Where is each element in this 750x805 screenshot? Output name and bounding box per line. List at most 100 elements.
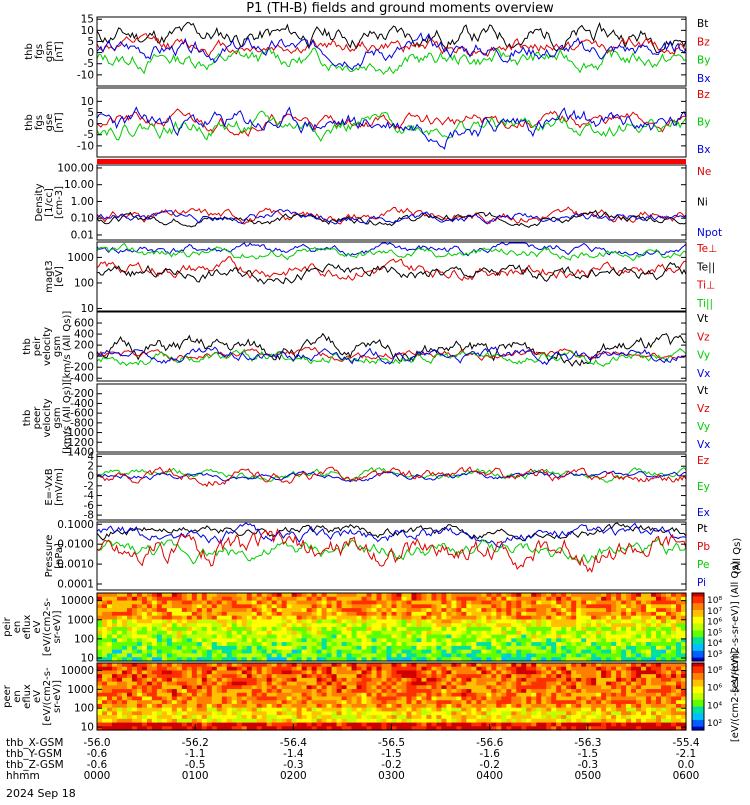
spectrogram-cell bbox=[206, 718, 213, 724]
spectrogram-cell bbox=[151, 619, 158, 624]
spectrogram-cell bbox=[271, 681, 278, 686]
spectrogram-cell bbox=[656, 692, 662, 698]
spectrogram-cell bbox=[311, 707, 318, 712]
spectrogram-cell bbox=[376, 681, 383, 686]
y-tick-label: 10.00 bbox=[64, 179, 94, 191]
spectrogram-cell bbox=[641, 703, 647, 709]
spectrogram-cell bbox=[311, 596, 318, 602]
spectrogram-cell bbox=[656, 653, 662, 658]
spectrogram-cell bbox=[521, 707, 527, 712]
spectrogram-cell bbox=[331, 670, 338, 675]
spectrogram-cell bbox=[406, 726, 413, 731]
spectrogram-cell bbox=[171, 657, 178, 662]
spectrogram-cell bbox=[611, 630, 617, 636]
spectrogram-cell bbox=[276, 703, 283, 709]
spectrogram-cell bbox=[526, 649, 532, 655]
legend-entry: By bbox=[697, 55, 710, 67]
spectrogram-cell bbox=[216, 657, 223, 662]
spectrogram-cell bbox=[116, 634, 123, 639]
spectrogram-cell bbox=[261, 600, 268, 605]
spectrogram-cell bbox=[161, 611, 168, 617]
spectrogram-cell bbox=[391, 696, 398, 701]
spectrogram-cell bbox=[401, 689, 408, 694]
y-axis-label: thb bbox=[0, 688, 3, 705]
spectrogram-cell bbox=[631, 657, 637, 662]
spectrogram-cell bbox=[331, 593, 338, 598]
spectrogram-cell bbox=[396, 685, 403, 690]
spectrogram-cell bbox=[146, 608, 153, 613]
spectrogram-cell bbox=[561, 642, 567, 647]
spectrogram-cell bbox=[436, 674, 443, 679]
spectrogram-cell bbox=[266, 611, 273, 617]
spectrogram-cell bbox=[211, 604, 218, 609]
colorbar-segment bbox=[692, 719, 704, 723]
spectrogram-cell bbox=[151, 645, 158, 651]
spectrogram-cell bbox=[401, 608, 408, 613]
spectrogram-cell bbox=[601, 663, 607, 668]
spectrogram-cell bbox=[676, 657, 682, 662]
spectrogram-cell bbox=[596, 692, 602, 698]
spectrogram-cell bbox=[101, 630, 108, 636]
legend-entry: Npot bbox=[697, 227, 722, 239]
spectrogram-cell bbox=[371, 638, 378, 643]
y-axis-label: velocity bbox=[42, 398, 53, 437]
spectrogram-cell bbox=[406, 604, 413, 609]
spectrogram-cell bbox=[506, 722, 512, 727]
spectrogram-cell bbox=[531, 596, 537, 602]
spectrogram-cell bbox=[136, 630, 143, 636]
spectrogram-cell bbox=[356, 670, 363, 675]
spectrogram-cell bbox=[481, 619, 487, 624]
spectrogram-cell bbox=[296, 726, 303, 731]
colorbar-frame bbox=[691, 592, 705, 662]
spectrogram-cell bbox=[246, 608, 253, 613]
spectrogram-cell bbox=[226, 707, 233, 712]
spectrogram-cell bbox=[636, 642, 642, 647]
spectrogram-cell bbox=[116, 674, 123, 679]
spectrogram-cell bbox=[461, 630, 467, 636]
spectrogram-cell bbox=[646, 700, 652, 705]
spectrogram-cell bbox=[681, 715, 687, 720]
spectrogram-cell bbox=[401, 638, 408, 643]
spectrogram-cell bbox=[581, 623, 587, 628]
spectrogram-cell bbox=[571, 600, 577, 605]
spectrogram-cell bbox=[546, 681, 552, 686]
spectrogram-cell bbox=[106, 707, 113, 712]
y-tick-label: 0.1000 bbox=[57, 519, 94, 531]
spectrogram-cell bbox=[476, 707, 482, 712]
spectrogram-cell bbox=[561, 677, 567, 683]
spectrogram-cell bbox=[376, 604, 383, 609]
spectrogram-cell bbox=[556, 642, 562, 647]
spectrogram-cell bbox=[631, 718, 637, 724]
spectrogram-cell bbox=[161, 707, 168, 712]
spectrogram-cell bbox=[236, 596, 243, 602]
spectrogram-cell bbox=[641, 619, 647, 624]
spectrogram-cell bbox=[121, 642, 128, 647]
spectrogram-cell bbox=[201, 600, 208, 605]
spectrogram-cell bbox=[541, 707, 547, 712]
spectrogram-cell bbox=[501, 615, 507, 621]
spectrogram-cell bbox=[136, 703, 143, 709]
spectrogram-cell bbox=[301, 627, 308, 632]
spectrogram-cell bbox=[611, 638, 617, 643]
spectrogram-cell bbox=[231, 657, 238, 662]
spectrogram-cell bbox=[636, 645, 642, 651]
spectrogram-cell bbox=[126, 689, 133, 694]
spectrogram-cell bbox=[426, 596, 433, 602]
spectrogram-cell bbox=[101, 685, 108, 690]
spectrogram-cell bbox=[566, 627, 572, 632]
spectrogram-cell bbox=[596, 615, 602, 621]
spectrogram-cell bbox=[576, 630, 582, 636]
spectrogram-cell bbox=[461, 653, 467, 658]
spectrogram-cell bbox=[481, 600, 487, 605]
spectrogram-cell bbox=[591, 638, 597, 643]
spectrogram-cell bbox=[586, 593, 592, 598]
spectrogram-cell bbox=[611, 604, 617, 609]
spectrogram-cell bbox=[606, 681, 612, 686]
spectrogram-cell bbox=[531, 611, 537, 617]
spectrogram-cell bbox=[591, 619, 597, 624]
spectrogram-cell bbox=[416, 615, 423, 621]
spectrogram-cell bbox=[236, 634, 243, 639]
spectrogram-cell bbox=[386, 653, 393, 658]
spectrogram-cell bbox=[316, 670, 323, 675]
spectrogram-cell bbox=[651, 726, 657, 731]
